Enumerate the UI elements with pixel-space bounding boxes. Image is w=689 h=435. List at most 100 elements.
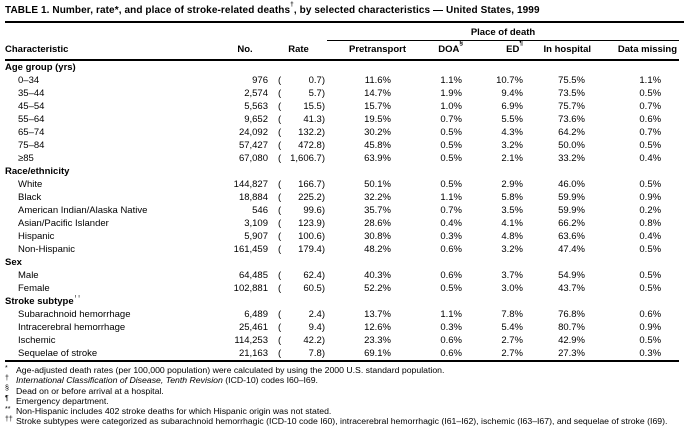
rate-parenthetical: (41.3): [278, 113, 325, 126]
table-row: 35–44 2,574 (5.7) 14.7% 1.9% 9.4% 73.5% 0.5%: [5, 87, 679, 100]
col-header-ed: ED¶: [465, 40, 525, 61]
cell-data-missing: 0.5%: [639, 283, 662, 294]
cell-ed: 6.9%: [501, 101, 523, 112]
cell-pretransport: 45.8%: [364, 140, 391, 151]
table-body: Age group (yrs) 0–34 976 (0.7) 11.6% 1.1% 10.7…: [5, 60, 679, 361]
table-row: Intracerebral hemorrhage 25,461 (9.4) 12.6%…: [5, 321, 679, 334]
section-label: Race/ethnicity: [5, 166, 70, 177]
cell-characteristic: Intracerebral hemorrhage: [18, 322, 126, 333]
table-row: Black 18,884 (225.2) 32.2% 1.1% 5.8% 59.9% 0.9%: [5, 191, 679, 204]
cell-pretransport: 69.1%: [364, 348, 391, 359]
cell-ed: 3.2%: [501, 244, 523, 255]
table-row: 75–84 57,427 (472.8) 45.8% 0.5% 3.2% 50.0% 0.5%: [5, 139, 679, 152]
cell-rate: (42.2): [270, 334, 327, 347]
cell-in-hospital: 43.7%: [558, 283, 585, 294]
cell-characteristic: 65–74: [18, 127, 45, 138]
cell-pretransport: 13.7%: [364, 309, 391, 320]
cell-doa: 0.3%: [440, 322, 462, 333]
cell-in-hospital: 46.0%: [558, 179, 585, 190]
cell-characteristic: Male: [18, 270, 39, 281]
cell-data-missing: 0.5%: [639, 335, 662, 346]
rate-parenthetical: (132.2): [278, 126, 325, 139]
footnote-text: International Classification of Disease,…: [16, 375, 318, 386]
cell-no: 9,652: [244, 114, 268, 125]
footnote-marker: *: [5, 364, 8, 372]
cell-characteristic: 45–54: [18, 101, 45, 112]
rate-open-paren: (: [278, 270, 282, 281]
cell-no: 976: [252, 75, 268, 86]
footnote-text: Stroke subtypes were categorized as suba…: [16, 416, 668, 427]
cell-characteristic: 0–34: [18, 75, 40, 86]
cell-in-hospital: 76.8%: [558, 309, 585, 320]
rate-parenthetical: (100.6): [278, 230, 325, 243]
table-row: Sequelae of stroke 21,163 (7.8) 69.1% 0.6% 2.…: [5, 347, 679, 361]
rate-value: 166.7): [298, 179, 325, 190]
cell-no: 546: [252, 205, 268, 216]
rate-value: 472.8): [298, 140, 325, 151]
col-header-rate: Rate: [270, 40, 327, 61]
cell-ed: 2.1%: [501, 153, 523, 164]
rate-parenthetical: (62.4): [278, 269, 325, 282]
cell-ed: 3.7%: [501, 270, 523, 281]
rate-open-paren: (: [278, 205, 282, 216]
table-row: Hispanic 5,907 (100.6) 30.8% 0.3% 4.8% 63.6% 0.…: [5, 230, 679, 243]
table-row: 65–74 24,092 (132.2) 30.2% 0.5% 4.3% 64.2% 0.7%: [5, 126, 679, 139]
table-row: 55–64 9,652 (41.3) 19.5% 0.7% 5.5% 73.6% 0.6%: [5, 113, 679, 126]
rate-parenthetical: (2.4): [278, 308, 325, 321]
rate-parenthetical: (42.2): [278, 334, 325, 347]
table-row: White 144,827 (166.7) 50.1% 0.5% 2.9% 46.0% 0.5…: [5, 178, 679, 191]
cell-rate: (100.6): [270, 230, 327, 243]
place-of-death-group-header: Place of death: [327, 23, 680, 41]
cell-no: 64,485: [238, 270, 268, 281]
col-header-ed-label: ED: [506, 44, 520, 55]
cell-data-missing: 0.5%: [639, 179, 662, 190]
rate-open-paren: (: [278, 153, 282, 164]
cell-doa: 0.5%: [440, 179, 462, 190]
cell-characteristic: 35–44: [18, 88, 45, 99]
cell-doa: 1.1%: [440, 309, 462, 320]
cell-rate: (41.3): [270, 113, 327, 126]
cell-no: 24,092: [238, 127, 268, 138]
cell-in-hospital: 63.6%: [558, 231, 585, 242]
cell-characteristic: Hispanic: [18, 231, 55, 242]
cell-characteristic: Sequelae of stroke: [18, 348, 98, 359]
cell-in-hospital: 27.3%: [558, 348, 585, 359]
rate-parenthetical: (179.4): [278, 243, 325, 256]
cell-ed: 9.4%: [501, 88, 523, 99]
cell-ed: 3.2%: [501, 140, 523, 151]
footnote-marker: §: [5, 385, 9, 393]
cell-pretransport: 11.6%: [364, 75, 391, 86]
cell-no: 161,459: [233, 244, 268, 255]
cell-pretransport: 28.6%: [364, 218, 391, 229]
cell-characteristic: Subarachnoid hemorrhage: [18, 309, 131, 320]
cell-doa: 0.5%: [440, 140, 462, 151]
rate-open-paren: (: [278, 348, 282, 359]
rate-parenthetical: (99.6): [278, 204, 325, 217]
cell-no: 25,461: [238, 322, 268, 333]
rate-value: 99.6): [303, 205, 325, 216]
col-header-data-missing: Data missing: [593, 40, 680, 61]
col-header-pretransport: Pretransport: [327, 40, 408, 61]
rate-value: 7.8): [308, 348, 325, 359]
cell-doa: 0.5%: [440, 127, 462, 138]
cell-characteristic: American Indian/Alaska Native: [18, 205, 148, 216]
cell-doa: 1.9%: [440, 88, 462, 99]
rate-parenthetical: (472.8): [278, 139, 325, 152]
col-header-no: No.: [220, 40, 270, 61]
cell-in-hospital: 33.2%: [558, 153, 585, 164]
cell-rate: (166.7): [270, 178, 327, 191]
rate-parenthetical: (1,606.7): [278, 152, 325, 165]
rate-open-paren: (: [278, 88, 282, 99]
table-row: 45–54 5,563 (15.5) 15.7% 1.0% 6.9% 75.7% 0.7%: [5, 100, 679, 113]
cell-in-hospital: 59.9%: [558, 205, 585, 216]
table-row: Female 102,881 (60.5) 52.2% 0.5% 3.0% 43.7% 0.5…: [5, 282, 679, 295]
cell-no: 2,574: [244, 88, 268, 99]
cell-ed: 2.7%: [501, 335, 523, 346]
header-spacer: [5, 23, 327, 41]
cell-data-missing: 0.3%: [639, 348, 662, 359]
footnote: ** Non-Hispanic includes 402 stroke death…: [5, 406, 683, 417]
cell-ed: 2.7%: [501, 348, 523, 359]
col-header-doa: DOA§: [408, 40, 465, 61]
table-row: Male 64,485 (62.4) 40.3% 0.6% 3.7% 54.9% 0.5%: [5, 269, 679, 282]
cell-ed: 5.5%: [501, 114, 523, 125]
